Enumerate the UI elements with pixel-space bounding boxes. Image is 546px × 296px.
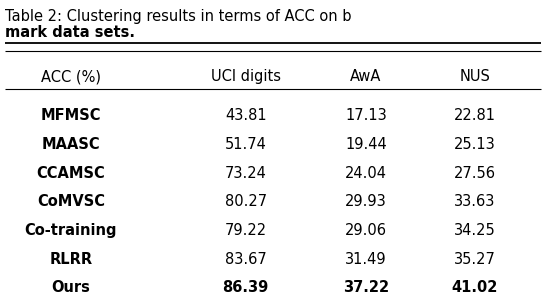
Text: RLRR: RLRR <box>50 252 92 267</box>
Text: UCI digits: UCI digits <box>211 69 281 84</box>
Text: 37.22: 37.22 <box>343 280 389 295</box>
Text: 25.13: 25.13 <box>454 137 496 152</box>
Text: 79.22: 79.22 <box>224 223 267 238</box>
Text: Table 2: Clustering results in terms of ACC on b: Table 2: Clustering results in terms of … <box>5 9 352 23</box>
Text: 22.81: 22.81 <box>454 108 496 123</box>
Text: 35.27: 35.27 <box>454 252 496 267</box>
Text: mark data sets.: mark data sets. <box>5 25 135 41</box>
Text: 29.06: 29.06 <box>345 223 387 238</box>
Text: 73.24: 73.24 <box>225 166 266 181</box>
Text: 17.13: 17.13 <box>345 108 387 123</box>
Text: AwA: AwA <box>350 69 382 84</box>
Text: Co-training: Co-training <box>25 223 117 238</box>
Text: ACC (%): ACC (%) <box>41 69 101 84</box>
Text: 34.25: 34.25 <box>454 223 496 238</box>
Text: CoMVSC: CoMVSC <box>37 194 105 209</box>
Text: 51.74: 51.74 <box>225 137 266 152</box>
Text: 83.67: 83.67 <box>225 252 266 267</box>
Text: 41.02: 41.02 <box>452 280 498 295</box>
Text: CCAMSC: CCAMSC <box>37 166 105 181</box>
Text: 43.81: 43.81 <box>225 108 266 123</box>
Text: NUS: NUS <box>460 69 490 84</box>
Text: 24.04: 24.04 <box>345 166 387 181</box>
Text: 29.93: 29.93 <box>345 194 387 209</box>
Text: MAASC: MAASC <box>41 137 100 152</box>
Text: 80.27: 80.27 <box>224 194 267 209</box>
Text: Ours: Ours <box>51 280 91 295</box>
Text: 27.56: 27.56 <box>454 166 496 181</box>
Text: 19.44: 19.44 <box>345 137 387 152</box>
Text: 31.49: 31.49 <box>345 252 387 267</box>
Text: 33.63: 33.63 <box>454 194 496 209</box>
Text: MFMSC: MFMSC <box>41 108 101 123</box>
Text: 86.39: 86.39 <box>223 280 269 295</box>
